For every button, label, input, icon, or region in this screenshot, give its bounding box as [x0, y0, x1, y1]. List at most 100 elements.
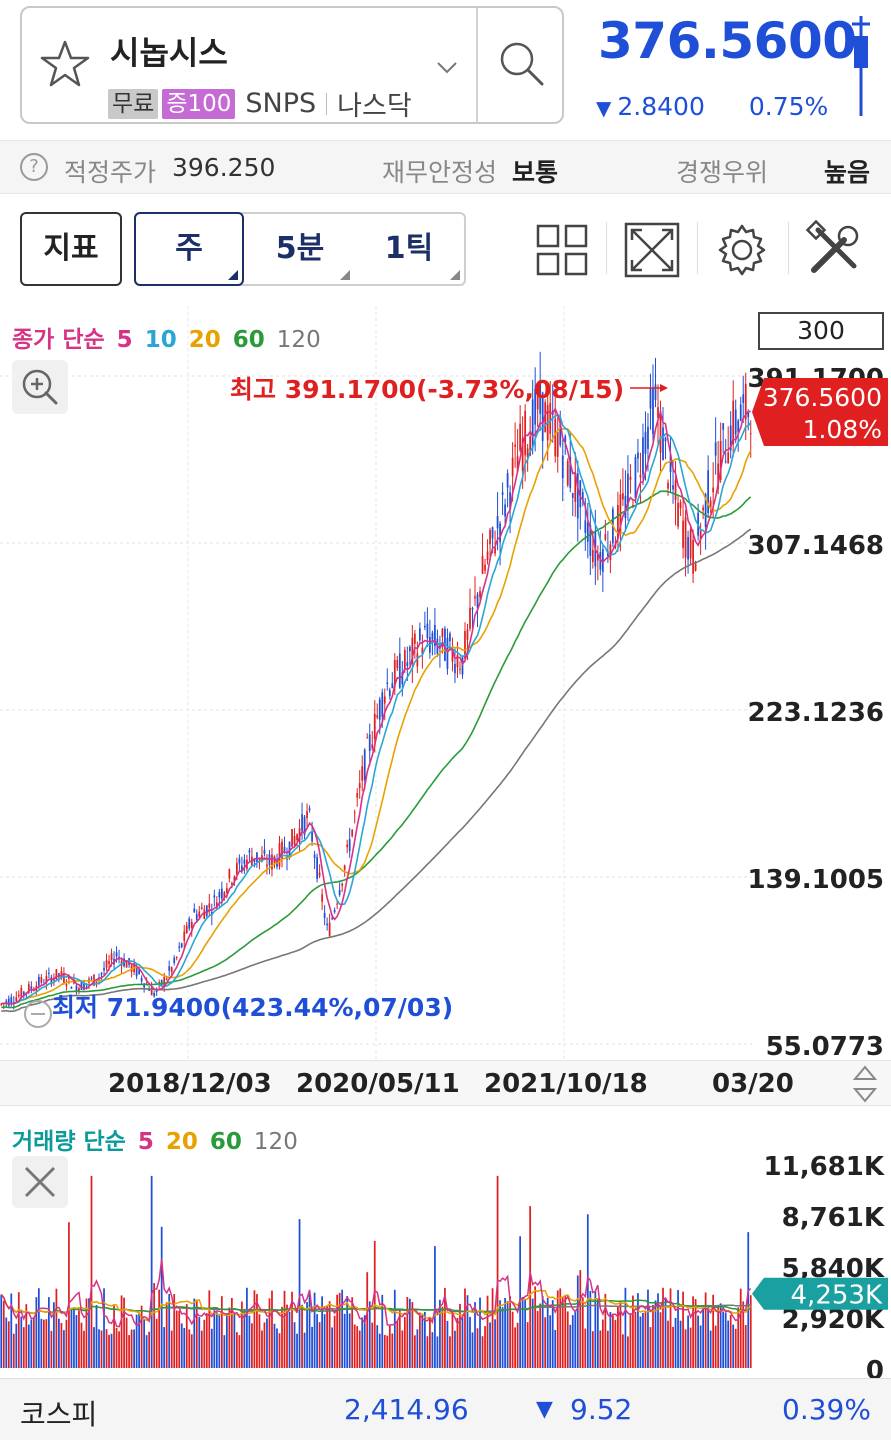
scroll-updown-icon[interactable]	[850, 1065, 880, 1103]
volume-bar	[456, 1317, 459, 1368]
chart-canvas[interactable]: 391.1700307.1468223.1236139.100555.0773최…	[0, 306, 891, 1386]
candle-body	[609, 544, 612, 561]
divider	[326, 92, 328, 115]
search-button[interactable]	[476, 8, 564, 122]
volume-bar	[271, 1290, 273, 1368]
volume-bar	[0, 1294, 3, 1368]
fullscreen-icon[interactable]	[622, 220, 682, 280]
volume-bar	[351, 1297, 354, 1368]
volume-bar	[145, 1335, 148, 1368]
volume-bar	[426, 1336, 429, 1368]
candle-body	[474, 596, 476, 599]
volume-bar	[115, 1327, 118, 1368]
layout-grid-icon[interactable]	[532, 220, 592, 280]
candle-body	[306, 811, 308, 819]
price-chart-area[interactable]: 391.1700307.1468223.1236139.100555.0773최…	[0, 306, 891, 1386]
volume-bar	[439, 1299, 441, 1368]
candle-body	[747, 412, 750, 418]
volume-bar	[185, 1304, 188, 1368]
volume-bar	[376, 1325, 379, 1368]
candle-body	[198, 911, 201, 917]
candle-body	[644, 431, 647, 454]
volume-bar	[436, 1336, 439, 1368]
volume-bar	[170, 1330, 173, 1368]
candle-body	[170, 967, 173, 972]
volume-bar	[421, 1313, 424, 1368]
volume-bar	[93, 1327, 95, 1368]
volume-bar	[734, 1328, 737, 1368]
volume-bar	[281, 1306, 283, 1368]
volume-bar	[434, 1246, 436, 1368]
volume-bar	[251, 1323, 253, 1368]
volume-bar	[669, 1288, 672, 1368]
volume-bar	[649, 1327, 652, 1368]
volume-bar	[431, 1332, 434, 1368]
volume-bar	[248, 1315, 251, 1368]
settings-gear-icon[interactable]	[712, 220, 772, 280]
volume-bar	[326, 1306, 328, 1368]
margin-badge: 증100	[162, 88, 236, 119]
current-price-tag-value: 376.5600	[763, 383, 882, 412]
candle-body	[484, 564, 486, 571]
candle-body	[238, 858, 241, 864]
help-question-icon[interactable]: ?	[20, 153, 48, 181]
volume-bar	[190, 1334, 193, 1368]
legend-ma20: 20	[188, 327, 221, 353]
stock-selector[interactable]: 시놉시스 무료 증100 SNPS 나스닥	[20, 6, 564, 124]
volume-bar	[619, 1300, 622, 1368]
tools-icon[interactable]	[804, 220, 864, 280]
volume-ma-legend[interactable]: 거래량 단순 5 20 60 120	[12, 1122, 302, 1156]
candle-body	[456, 655, 459, 668]
tab-5min[interactable]: 5분	[246, 214, 354, 284]
volume-bar	[163, 1327, 166, 1368]
candle-body	[193, 908, 196, 913]
volume-bar	[45, 1319, 48, 1368]
tab-1tick[interactable]: 1틱	[354, 214, 464, 284]
volume-bar	[702, 1308, 704, 1368]
volume-bar	[311, 1326, 313, 1368]
volume-bar	[368, 1301, 371, 1368]
candle-count-box[interactable]: 300	[758, 312, 884, 350]
volume-bar	[7, 1321, 10, 1368]
chevron-down-icon[interactable]	[434, 54, 460, 80]
price-ma-legend[interactable]: 종가 단순 5 10 20 60 120	[12, 320, 325, 354]
candle-body	[672, 485, 674, 490]
candle-body	[571, 493, 574, 498]
candle-body	[561, 455, 564, 479]
candle-body	[682, 520, 684, 548]
candle-body	[7, 998, 10, 1006]
candle-body	[734, 409, 737, 435]
date-axis[interactable]: 2018/12/03 2020/05/11 2021/10/18 03/20	[0, 1060, 891, 1106]
volume-bar	[188, 1329, 191, 1368]
change-amount: 2.8400	[617, 92, 705, 121]
volume-bar	[596, 1298, 599, 1368]
candle-body	[403, 650, 406, 670]
volume-bar	[296, 1333, 298, 1368]
candle-body	[318, 872, 321, 876]
volume-bar	[516, 1322, 519, 1368]
candle-body	[466, 629, 469, 640]
volume-bar	[546, 1297, 549, 1368]
volume-bar	[581, 1297, 584, 1368]
candle-body	[469, 607, 471, 629]
star-favorite-icon[interactable]	[36, 36, 94, 94]
volume-bar	[20, 1316, 23, 1368]
volume-bar	[722, 1311, 725, 1368]
candle-body	[0, 1003, 3, 1005]
candle-body	[160, 979, 163, 986]
tab-weekly[interactable]: 주	[134, 212, 244, 286]
indicator-button[interactable]: 지표	[20, 212, 122, 286]
volume-ma20-line	[0, 1289, 752, 1322]
volume-bar	[747, 1232, 750, 1368]
volume-bar	[724, 1312, 727, 1368]
close-volume-icon[interactable]	[12, 1156, 68, 1208]
market-index-bar[interactable]: 코스피 2,414.96 ▼ 9.52 0.39%	[0, 1378, 891, 1440]
candle-body	[446, 637, 449, 669]
volume-bar	[474, 1302, 476, 1368]
candle-body	[541, 392, 544, 442]
volume-bar	[479, 1297, 481, 1368]
volume-bar	[719, 1303, 722, 1368]
fair-price-value: 396.250	[172, 153, 276, 182]
zoom-in-icon[interactable]	[12, 360, 68, 414]
candle-body	[649, 387, 652, 409]
